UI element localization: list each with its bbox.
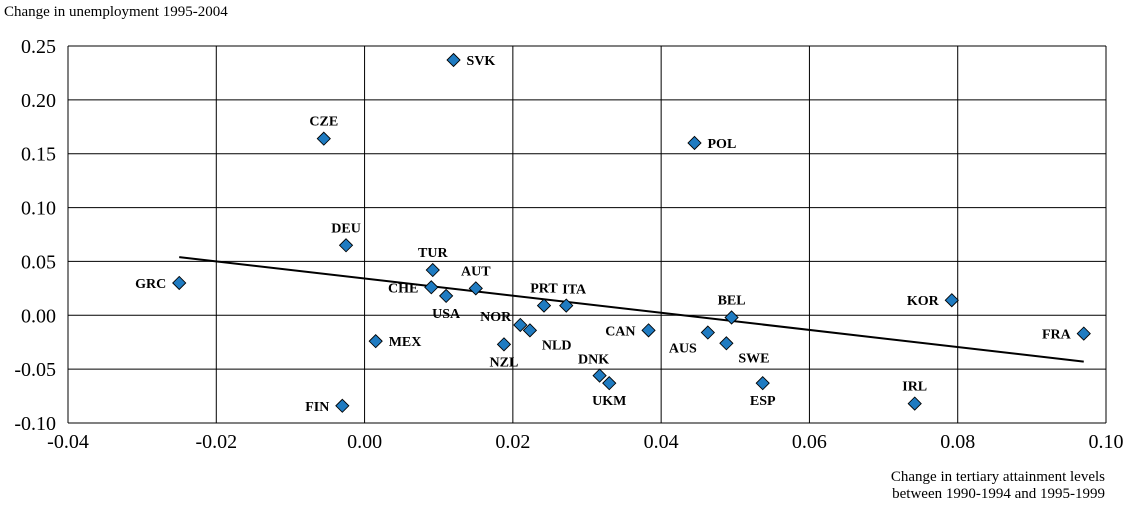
x-tick-label: 0.02: [495, 431, 530, 453]
point-label-aus: AUS: [669, 342, 697, 357]
point-bel: [724, 310, 739, 325]
point-label-dnk: DNK: [578, 353, 609, 368]
point-label-can: CAN: [605, 324, 635, 339]
point-nzl: [496, 337, 512, 352]
point-mex: [368, 334, 383, 349]
point-label-kor: KOR: [907, 294, 940, 309]
point-grc: [172, 275, 187, 291]
point-label-che: CHE: [388, 281, 418, 296]
y-tick-label: 0.10: [21, 198, 56, 220]
point-label-nor: NOR: [480, 310, 512, 325]
point-label-grc: GRC: [135, 277, 166, 292]
point-usa: [438, 288, 454, 304]
trend-line: [179, 256, 1084, 363]
y-tick-label: 0.00: [21, 305, 56, 327]
point-prt: [536, 298, 552, 313]
point-label-usa: USA: [432, 307, 461, 322]
point-label-cze: CZE: [309, 115, 338, 130]
point-label-fin: FIN: [305, 400, 329, 415]
point-label-nld: NLD: [542, 338, 572, 353]
point-irl: [907, 396, 922, 411]
point-cze: [316, 131, 331, 146]
point-label-deu: DEU: [331, 221, 361, 236]
point-label-tur: TUR: [418, 246, 448, 261]
point-label-ukm: UKM: [592, 394, 626, 409]
x-tick-label: -0.02: [195, 431, 237, 453]
point-svk: [446, 52, 461, 68]
x-tick-label: 0.06: [792, 431, 827, 453]
point-label-nzl: NZL: [490, 355, 519, 370]
point-label-ita: ITA: [562, 283, 587, 298]
point-label-esp: ESP: [750, 394, 776, 409]
y-tick-label: 0.20: [21, 90, 56, 112]
point-label-aut: AUT: [461, 264, 491, 279]
point-can: [641, 323, 656, 338]
point-aus: [700, 325, 715, 340]
x-tick-label: -0.04: [47, 431, 89, 453]
point-label-fra: FRA: [1042, 328, 1072, 343]
point-fra: [1076, 326, 1091, 341]
point-fin: [335, 398, 350, 413]
point-ukm: [602, 376, 617, 391]
x-tick-label: 0.04: [644, 431, 679, 453]
x-axis-title: Change in tertiary attainment levels bet…: [785, 469, 1105, 503]
y-tick-label: -0.10: [14, 413, 56, 435]
point-esp: [755, 376, 770, 391]
y-tick-label: -0.05: [14, 359, 56, 381]
point-nld: [522, 323, 538, 338]
y-tick-label: 0.25: [21, 36, 56, 58]
x-axis-title-line-1: Change in tertiary attainment levels: [890, 469, 1105, 485]
point-ita: [559, 298, 574, 313]
point-che: [424, 280, 439, 295]
point-kor: [944, 293, 959, 308]
point-tur: [425, 262, 440, 278]
y-tick-label: 0.05: [21, 251, 56, 273]
point-swe: [719, 336, 734, 351]
point-pol: [687, 135, 702, 151]
y-tick-label: 0.15: [21, 144, 56, 166]
point-label-mex: MEX: [389, 335, 422, 350]
point-nor: [513, 317, 528, 333]
point-label-bel: BEL: [718, 293, 746, 308]
x-tick-label: 0.08: [940, 431, 975, 453]
x-tick-label: 0.00: [347, 431, 382, 453]
x-axis-title-line-2: between 1990-1994 and 1995-1999: [892, 486, 1105, 502]
point-dnk: [592, 368, 607, 383]
point-label-pol: POL: [708, 137, 737, 152]
point-deu: [338, 238, 354, 253]
x-tick-label: 0.10: [1089, 431, 1124, 453]
point-aut: [468, 281, 483, 296]
point-label-svk: SVK: [467, 54, 496, 69]
point-label-swe: SWE: [738, 351, 769, 366]
point-label-irl: IRL: [902, 380, 927, 395]
point-label-prt: PRT: [530, 282, 558, 297]
y-axis-title: Change in unemployment 1995-2004: [4, 4, 228, 20]
